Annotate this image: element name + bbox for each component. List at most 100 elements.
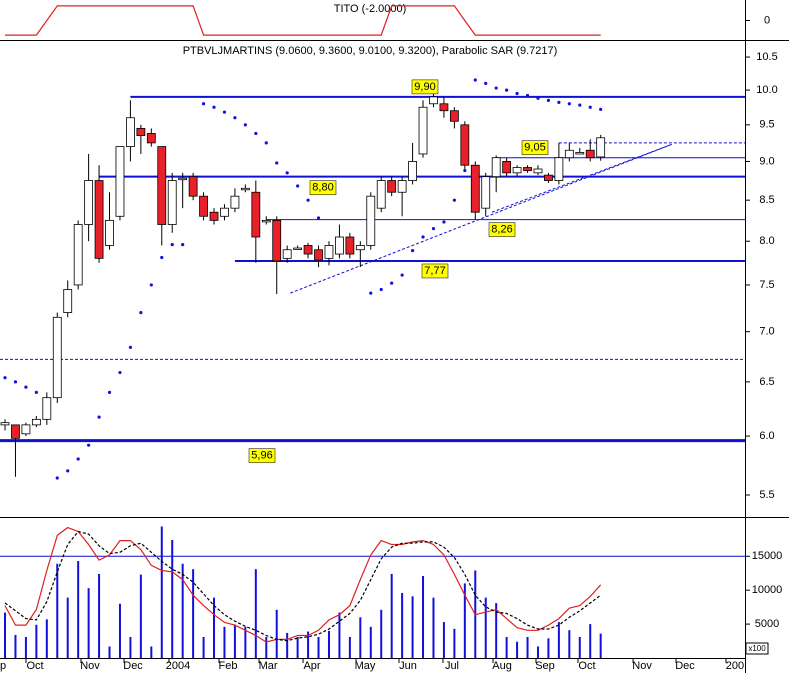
volume-bar	[390, 573, 393, 658]
volume-bar	[254, 569, 257, 658]
indicator-title: TITO (-2.0000)	[334, 3, 407, 15]
level-label-box	[411, 79, 439, 95]
candle-body	[408, 161, 417, 181]
sar-dot	[222, 110, 227, 114]
candle-body	[261, 219, 271, 223]
volume-bar	[547, 638, 550, 658]
volume-bar	[265, 636, 268, 658]
sar-dot	[316, 216, 321, 220]
volume-bar	[578, 636, 581, 658]
candle-body	[105, 219, 114, 246]
y-tick-label: 6.5	[759, 376, 774, 388]
candle-body	[345, 236, 355, 255]
volume-bar	[516, 641, 519, 658]
sar-dot	[525, 93, 530, 98]
candle-body	[73, 224, 83, 286]
candle-body	[366, 195, 376, 246]
sar-dot	[128, 345, 133, 349]
y-tick-label: 5.5	[759, 489, 774, 501]
trend-line	[290, 143, 672, 294]
sar-dot	[578, 103, 582, 107]
sar-dot	[296, 184, 300, 188]
level-label: 9,05	[524, 142, 545, 154]
indicator-line	[5, 5, 601, 36]
sar-dot	[505, 88, 509, 92]
sar-dot	[557, 100, 561, 104]
sar-dot	[431, 227, 436, 231]
candle-body	[21, 424, 31, 435]
candle-body	[596, 137, 606, 158]
y-tick-label: 5000	[755, 618, 779, 630]
volume-bar	[317, 636, 320, 658]
sar-dot	[421, 235, 425, 239]
volume-bar	[181, 563, 184, 658]
candle-body	[0, 422, 10, 426]
x-tick-label: Apr	[303, 660, 320, 672]
sar-dot	[567, 102, 571, 106]
candle-body	[157, 146, 167, 225]
sar-dot	[599, 107, 603, 111]
sar-dot	[170, 243, 174, 247]
level-label-box	[309, 180, 337, 195]
candle-body	[324, 245, 334, 259]
x-tick-label: May	[355, 660, 376, 672]
volume-bar	[463, 583, 466, 658]
volume-bar	[98, 573, 101, 658]
sar-dot	[306, 198, 310, 202]
candle-body	[429, 96, 438, 105]
level-label-box	[421, 263, 449, 279]
y-tick-label: 10.0	[756, 84, 777, 96]
sar-dot	[463, 168, 467, 173]
candle-body	[335, 236, 344, 255]
candle-body	[554, 157, 564, 181]
sar-dot	[55, 476, 59, 480]
unit-label: x100	[748, 644, 766, 653]
sar-dot	[275, 161, 279, 165]
level-label: 7,77	[424, 265, 445, 277]
volume-bar	[213, 597, 216, 658]
sar-dot	[233, 116, 237, 120]
x-tick-label: Oct	[578, 660, 595, 672]
volume-bar	[56, 563, 59, 658]
volume-bar	[442, 622, 445, 658]
sar-dot	[34, 390, 38, 394]
x-tick-label: Jun	[399, 660, 417, 672]
volume-bar	[359, 617, 362, 658]
candle-body	[167, 180, 177, 225]
volume-bar	[139, 574, 142, 658]
sar-dot	[97, 415, 101, 419]
candle-body	[376, 180, 386, 209]
volume-bar	[599, 633, 602, 658]
y-tick-label: 8.5	[759, 194, 774, 206]
sar-dot	[24, 385, 28, 389]
candle-body	[439, 103, 449, 112]
sar-dot	[149, 283, 153, 287]
candle-body	[491, 157, 501, 178]
level-label: 9,90	[414, 81, 435, 93]
candle-body	[282, 249, 292, 259]
candle-body	[178, 177, 188, 181]
y-tick-label: 6.0	[759, 430, 774, 442]
volume-bar	[4, 612, 7, 658]
volume-bar	[24, 636, 27, 658]
volume-bar	[14, 634, 17, 658]
candle-body	[146, 133, 156, 144]
candle-body	[460, 124, 470, 166]
volume-bar	[171, 540, 174, 658]
sar-dot	[13, 380, 18, 384]
level-label: 5,96	[251, 450, 272, 462]
candle-body	[126, 117, 135, 147]
volume-bar	[526, 636, 529, 658]
candle-body	[564, 149, 574, 159]
y-tick-label: 9.5	[759, 119, 774, 131]
candle-body	[42, 397, 52, 420]
volume-bar	[338, 612, 341, 658]
volume-bar	[453, 628, 456, 658]
volume-bar	[202, 636, 205, 658]
x-tick-label: 200	[726, 660, 744, 672]
sar-dot	[201, 102, 206, 106]
volume-bar	[87, 588, 90, 658]
sar-dot	[442, 220, 446, 224]
